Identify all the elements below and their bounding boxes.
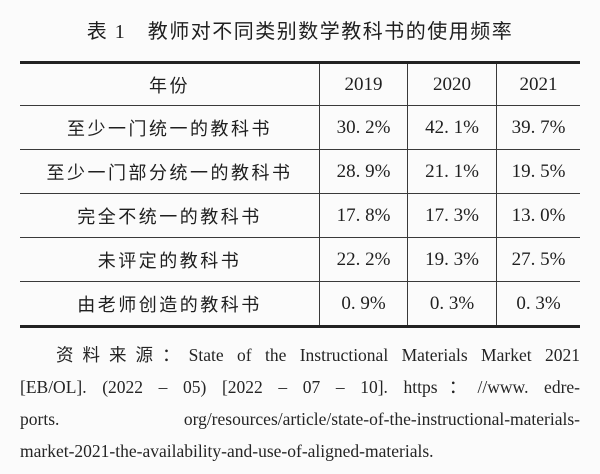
cell-2019: 17. 8% — [320, 194, 408, 237]
cell-2020: 17. 3% — [408, 194, 497, 237]
table-caption: 表 1 教师对不同类别数学教科书的使用频率 — [86, 21, 514, 43]
cell-2021: 39. 7% — [511, 116, 566, 138]
header-cell-2019: 2019 — [320, 64, 408, 105]
cell-2021: 19. 5% — [511, 160, 566, 182]
cell-2020: 0. 3% — [408, 282, 497, 325]
cell-2020: 42. 1% — [408, 106, 497, 149]
table-row: 至少一门统一的教科书 30. 2% 42. 1% 39. 7% — [20, 106, 580, 150]
table-row: 未评定的教科书 22. 2% 19. 3% 27. 5% — [20, 238, 580, 282]
header-cell-2020: 2020 — [408, 64, 497, 105]
cell-2020: 19. 3% — [408, 238, 497, 281]
source-line: market-2021-the-availability-and-use-of-… — [20, 441, 434, 461]
header-cell-year: 年份 — [20, 64, 320, 105]
cell-2019: 28. 9% — [320, 150, 408, 193]
cell-2020: 21. 1% — [408, 150, 497, 193]
row-label: 由老师创造的教科书 — [20, 282, 320, 325]
source-line: 资料来源：State of the Instructional Material… — [56, 345, 580, 365]
row-label: 未评定的教科书 — [20, 238, 320, 281]
cell-2021: 0. 3% — [516, 292, 561, 314]
table-row: 至少一门部分统一的教科书 28. 9% 21. 1% 19. 5% — [20, 150, 580, 194]
source-note: 资料来源：State of the Instructional Material… — [20, 339, 580, 467]
cell-2019: 0. 9% — [320, 282, 408, 325]
cell-2019: 22. 2% — [320, 238, 408, 281]
row-label: 至少一门统一的教科书 — [20, 106, 320, 149]
row-label: 完全不统一的教科书 — [20, 194, 320, 237]
table-row: 由老师创造的教科书 0. 9% 0. 3% 0. 3% — [20, 282, 580, 325]
usage-frequency-table: 年份 2019 2020 2021 至少一门统一的教科书 30. 2% 42. … — [20, 61, 580, 328]
source-line: [EB/OL]. (2022 – 05) [2022 – 07 – 10]. h… — [20, 377, 580, 397]
table-header-row: 年份 2019 2020 2021 — [20, 64, 580, 106]
cell-2019: 30. 2% — [320, 106, 408, 149]
row-label: 至少一门部分统一的教科书 — [20, 150, 320, 193]
cell-2021: 13. 0% — [511, 204, 566, 226]
source-line: ports. org/resources/article/state-of-th… — [20, 409, 580, 429]
cell-2021: 27. 5% — [511, 248, 566, 270]
header-cell-2021: 2021 — [519, 73, 558, 95]
table-row: 完全不统一的教科书 17. 8% 17. 3% 13. 0% — [20, 194, 580, 238]
